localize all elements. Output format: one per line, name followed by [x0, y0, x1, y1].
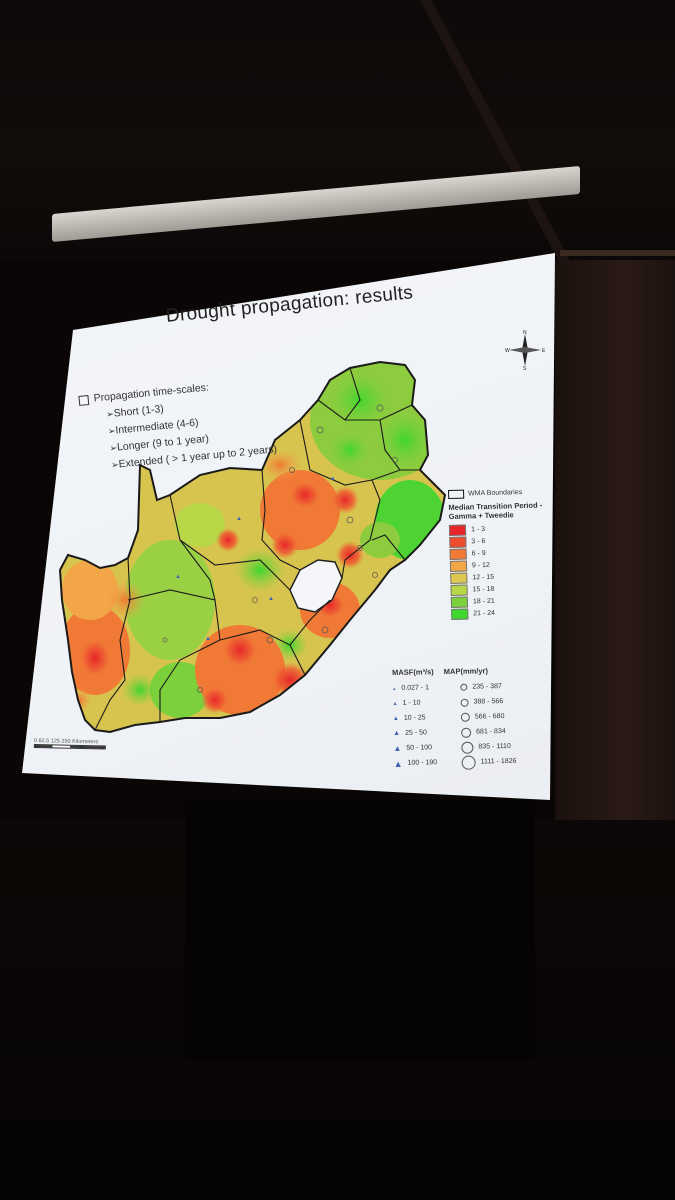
- map-cell: 235 - 387: [460, 683, 502, 691]
- triangle-icon: ▲: [392, 715, 399, 722]
- ceiling-beam: [560, 250, 675, 256]
- circle-icon: [460, 683, 468, 691]
- masf-cell: ▲ 25 - 50: [393, 729, 461, 737]
- north-arrow-icon: N S E W: [505, 330, 546, 375]
- symbol-row: ▲ 100 - 190 1111 - 1826: [394, 753, 544, 771]
- map-header: MAP(mm/yr): [443, 666, 489, 677]
- masf-cell: ▲ 50 - 100: [393, 743, 461, 753]
- masf-cell: ▲ 10 - 25: [393, 714, 461, 722]
- legend-label: 6 - 9: [471, 549, 486, 557]
- map-label: 388 - 566: [473, 698, 504, 706]
- masf-header: MASF(m³/s): [392, 667, 434, 677]
- legend-label: 9 - 12: [471, 561, 490, 569]
- symbol-rows: ▲ 0.027 - 1 235 - 387 ▲ 1 - 10 388 - 566 ▲ 10 -…: [392, 678, 544, 771]
- circle-icon: [460, 698, 469, 707]
- compass-n: N: [523, 330, 527, 336]
- legend-swatch: [450, 572, 468, 584]
- masf-label: 25 - 50: [405, 729, 427, 737]
- legend-label: 21 - 24: [473, 609, 496, 617]
- wall: [555, 260, 675, 820]
- legend-title: Median Transition Period - Gamma + Tweed…: [448, 500, 543, 521]
- legend-swatch: [450, 584, 468, 596]
- legend-swatch: [449, 536, 467, 548]
- masf-label: 50 - 100: [406, 744, 433, 752]
- map-cell: 681 - 834: [461, 727, 506, 738]
- triangle-icon: ▲: [393, 743, 402, 753]
- boundary-legend-row: WMA Boundaries: [448, 487, 558, 499]
- map-cell: 566 - 680: [460, 712, 505, 722]
- triangle-icon: ▲: [393, 758, 403, 769]
- masf-label: 10 - 25: [403, 714, 426, 722]
- svg-text:▲: ▲: [330, 476, 336, 482]
- triangle-icon: ▲: [392, 685, 397, 691]
- map-cell: 835 - 1110: [461, 740, 511, 754]
- legend-label: 18 - 21: [472, 597, 495, 605]
- boundary-label: WMA Boundaries: [468, 489, 523, 498]
- circle-icon: [461, 727, 472, 738]
- compass-s: S: [523, 366, 527, 370]
- masf-cell: ▲ 1 - 10: [393, 699, 461, 707]
- map-label: 235 - 387: [472, 683, 502, 691]
- triangle-icon: ▲: [392, 700, 398, 707]
- legend-swatch: [449, 548, 467, 560]
- circle-icon: [461, 741, 474, 754]
- map-label: 681 - 834: [476, 728, 506, 736]
- legend-classes: 1 - 3 3 - 6 6 - 9 9 - 12 12 - 15 15 - 18 18 - …: [448, 521, 561, 620]
- map-cell: 388 - 566: [460, 698, 504, 707]
- masf-label: 1 - 10: [402, 699, 421, 707]
- masf-label: 0.027 - 1: [401, 684, 430, 692]
- svg-text:▲: ▲: [175, 574, 181, 580]
- svg-text:▲: ▲: [205, 636, 211, 642]
- masf-label: 100 - 190: [407, 759, 438, 767]
- boundary-swatch: [448, 489, 465, 499]
- map-legend: WMA Boundaries Median Transition Period …: [448, 487, 561, 620]
- map-label: 835 - 1110: [478, 742, 511, 751]
- legend-label: 1 - 3: [470, 525, 486, 533]
- map-label: 566 - 680: [474, 713, 505, 721]
- checkbox-bullet-icon: [78, 394, 90, 406]
- symbol-legend: MASF(m³/s) MAP(mm/yr) ▲ 0.027 - 1 235 - 38…: [392, 665, 544, 771]
- legend-swatch: [448, 524, 467, 536]
- map-cell: 1111 - 1826: [461, 754, 517, 770]
- legend-swatch: [449, 560, 468, 572]
- circle-icon: [461, 755, 476, 770]
- compass-e: E: [542, 348, 545, 354]
- screen-stand: [185, 800, 535, 1060]
- legend-swatch: [451, 608, 469, 620]
- svg-text:▲: ▲: [268, 596, 274, 602]
- symbol-legend-header: MASF(m³/s) MAP(mm/yr): [392, 665, 542, 677]
- masf-cell: ▲ 0.027 - 1: [392, 684, 460, 692]
- legend-label: 12 - 15: [472, 573, 495, 581]
- legend-swatch: [450, 596, 469, 608]
- masf-cell: ▲ 100 - 190: [394, 757, 462, 768]
- compass-w: W: [505, 348, 510, 354]
- map-label: 1111 - 1826: [480, 757, 517, 766]
- circle-icon: [460, 712, 470, 722]
- svg-text:▲: ▲: [236, 516, 242, 522]
- legend-label: 3 - 6: [471, 537, 486, 545]
- scale-bar: 0 62.5 125 250 Kilometers: [33, 738, 106, 750]
- triangle-icon: ▲: [393, 729, 401, 737]
- legend-label: 15 - 18: [472, 585, 495, 593]
